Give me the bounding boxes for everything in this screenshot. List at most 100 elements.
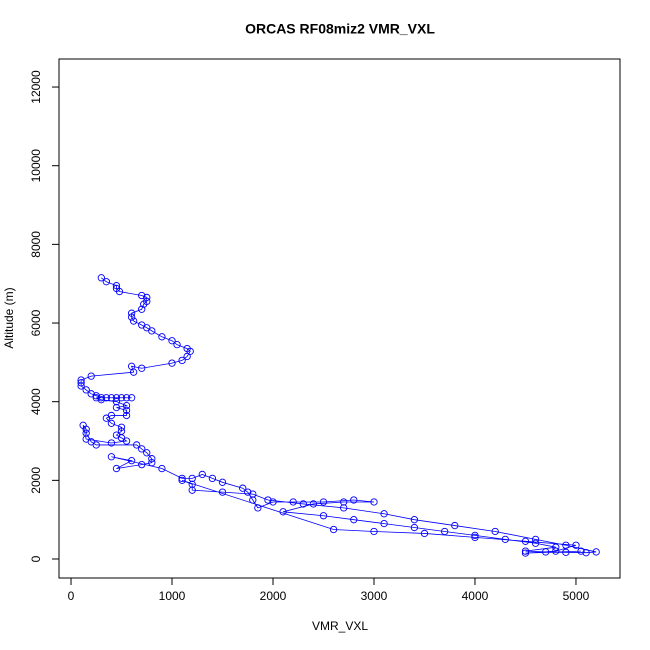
point: [471, 531, 479, 540]
point: [77, 382, 85, 390]
x-tick-label: 1000: [159, 589, 186, 603]
point: [562, 541, 570, 549]
point: [350, 516, 358, 524]
point: [178, 356, 186, 365]
point: [380, 510, 388, 518]
y-tick-label: 8000: [29, 231, 43, 258]
point: [319, 498, 328, 506]
point: [380, 519, 388, 528]
point: [127, 309, 136, 317]
point: [198, 470, 206, 479]
y-tick-label: 0: [29, 555, 43, 562]
point: [107, 419, 116, 427]
x-tick-label: 2000: [260, 589, 287, 603]
point: [239, 484, 247, 492]
point: [87, 390, 95, 398]
y-tick-label: 12000: [29, 70, 43, 104]
point: [183, 352, 191, 361]
point: [521, 537, 530, 545]
point: [82, 429, 90, 437]
point: [129, 368, 138, 376]
point: [410, 516, 419, 524]
point: [319, 512, 328, 520]
point: [112, 464, 121, 473]
point: [122, 394, 131, 402]
point: [168, 337, 176, 345]
point: [244, 488, 252, 496]
point: [148, 455, 156, 463]
point: [521, 549, 530, 557]
point: [115, 287, 124, 296]
point: [370, 527, 378, 536]
point: [102, 394, 111, 402]
point: [122, 401, 131, 410]
point: [107, 439, 116, 447]
x-tick-label: 3000: [361, 589, 388, 603]
point: [117, 394, 126, 402]
point: [340, 498, 348, 506]
point: [158, 333, 166, 341]
point: [143, 293, 151, 302]
point: [410, 523, 419, 532]
chart-title: ORCAS RF08miz2 VMR_VXL: [245, 21, 435, 37]
point: [441, 527, 449, 536]
point: [471, 533, 479, 542]
y-tick-label: 6000: [29, 309, 43, 336]
point: [92, 394, 100, 402]
point: [451, 521, 459, 530]
point: [122, 437, 131, 445]
point: [117, 423, 126, 431]
point: [572, 541, 580, 549]
point: [97, 394, 105, 402]
point: [148, 458, 156, 467]
plot-frame: [58, 58, 621, 579]
point: [254, 504, 262, 512]
x-tick-label: 0: [68, 589, 75, 603]
point: [97, 396, 105, 404]
point: [420, 529, 429, 538]
point: [188, 474, 196, 483]
point: [501, 535, 509, 543]
point: [127, 457, 136, 465]
point: [562, 548, 570, 556]
point: [112, 394, 121, 402]
point: [92, 441, 100, 449]
point: [138, 460, 146, 469]
point: [127, 313, 136, 321]
point: [112, 282, 121, 290]
point: [122, 411, 131, 420]
point: [521, 547, 530, 555]
x-tick-label: 4000: [462, 589, 489, 603]
point: [264, 496, 272, 504]
y-tick-label: 4000: [29, 388, 43, 415]
point: [133, 441, 141, 449]
point: [107, 394, 116, 402]
point: [122, 406, 131, 414]
point: [112, 403, 121, 412]
point: [350, 496, 358, 504]
point: [138, 445, 146, 453]
point: [577, 547, 585, 555]
point: [279, 508, 287, 516]
point: [138, 364, 146, 372]
point: [309, 500, 318, 508]
point: [208, 474, 217, 483]
point: [178, 476, 186, 484]
data-line: [80, 277, 597, 554]
point: [173, 341, 181, 349]
point: [112, 398, 121, 406]
point: [188, 480, 196, 488]
point: [552, 543, 560, 551]
point: [102, 278, 111, 286]
point: [289, 498, 297, 506]
point: [77, 379, 85, 387]
point: [107, 453, 116, 461]
x-axis-label: VMR_VXL: [312, 619, 368, 633]
point: [87, 372, 95, 380]
point: [148, 327, 156, 335]
point: [552, 547, 560, 555]
point: [370, 498, 378, 506]
point: [542, 548, 550, 556]
point: [97, 274, 105, 282]
